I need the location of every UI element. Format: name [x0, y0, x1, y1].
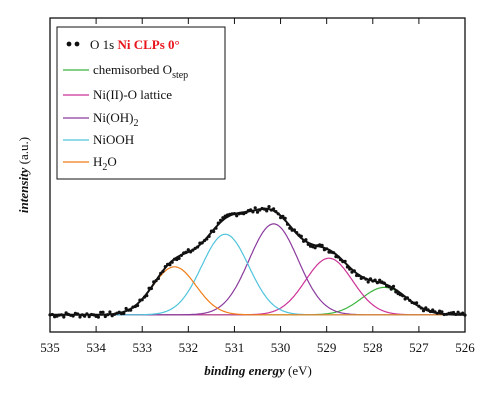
fit-curve-series-2: [50, 223, 465, 316]
x-tick-label: 526: [455, 340, 475, 355]
envelope-curve: [50, 207, 465, 316]
x-tick-label: 535: [40, 340, 60, 355]
data-point: [255, 210, 260, 214]
data-point: [78, 315, 82, 319]
x-tick-label: 532: [179, 340, 199, 355]
x-tick-label: 534: [86, 340, 106, 355]
legend-marker-data: [66, 41, 72, 47]
legend-label-series-0: chemisorbed Ostep: [93, 62, 188, 81]
data-points: [48, 205, 467, 319]
fit-curve-series-3: [50, 233, 465, 316]
legend-label-series-2: Ni(OH)2: [93, 110, 138, 129]
data-point: [64, 311, 68, 315]
data-point: [103, 314, 107, 319]
x-tick-label: 530: [271, 340, 291, 355]
data-point: [366, 280, 370, 284]
legend-label-data: O 1s Ni CLPs 0°: [90, 37, 180, 52]
data-point: [253, 206, 257, 210]
x-tick-label: 528: [363, 340, 383, 355]
data-point: [451, 310, 456, 315]
x-ticks: 535 534 533 532 531 530 529 528 527 526: [40, 18, 475, 355]
data-point: [440, 310, 444, 314]
legend-marker-data: [74, 41, 80, 47]
data-point: [62, 315, 66, 319]
x-tick-label: 533: [132, 340, 152, 355]
fit-curve-series-4: [50, 266, 465, 316]
fit-curve-series-0: [50, 286, 465, 316]
x-tick-label: 529: [317, 340, 337, 355]
envelope: [50, 207, 465, 316]
plot-frame: [49, 17, 466, 333]
data-point: [378, 278, 382, 282]
legend-label-series-4: H2O: [93, 154, 117, 173]
x-tick-label: 527: [409, 340, 429, 355]
data-point: [99, 310, 103, 314]
legend: O 1s Ni CLPs 0° chemisorbed Ostep Ni(II)…: [56, 26, 226, 180]
data-point: [313, 246, 317, 250]
data-point: [101, 310, 105, 314]
fit-curves: [50, 223, 465, 316]
data-point: [265, 209, 269, 213]
data-point: [108, 310, 112, 314]
data-point: [456, 310, 460, 314]
data-point: [431, 308, 435, 312]
legend-label-series-3: NiOOH: [93, 132, 134, 147]
data-point: [186, 248, 190, 252]
y-axis-title: intensity (a.u.): [16, 137, 31, 213]
x-axis-title: binding energy (eV): [204, 363, 312, 378]
x-tick-label: 531: [225, 340, 245, 355]
legend-label-series-1: Ni(II)-O lattice: [93, 87, 172, 102]
data-point: [124, 306, 128, 311]
data-point: [267, 205, 271, 209]
legend-box: [56, 26, 226, 180]
fit-curve-series-1: [50, 257, 465, 316]
data-point: [96, 315, 100, 319]
data-point: [235, 214, 239, 218]
